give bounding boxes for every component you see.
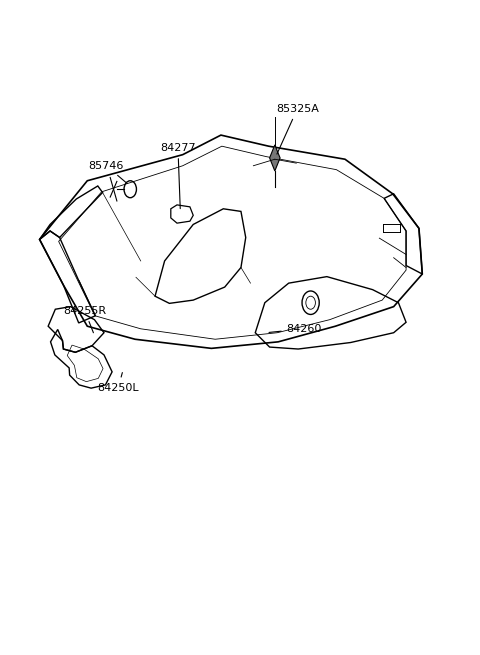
Text: 84260: 84260	[269, 324, 322, 334]
Text: 84250L: 84250L	[97, 373, 139, 392]
Text: 85325A: 85325A	[276, 104, 319, 154]
Text: 84277: 84277	[160, 143, 196, 209]
Text: 84255R: 84255R	[63, 306, 107, 333]
Text: 85746: 85746	[89, 160, 127, 183]
Polygon shape	[270, 145, 280, 171]
